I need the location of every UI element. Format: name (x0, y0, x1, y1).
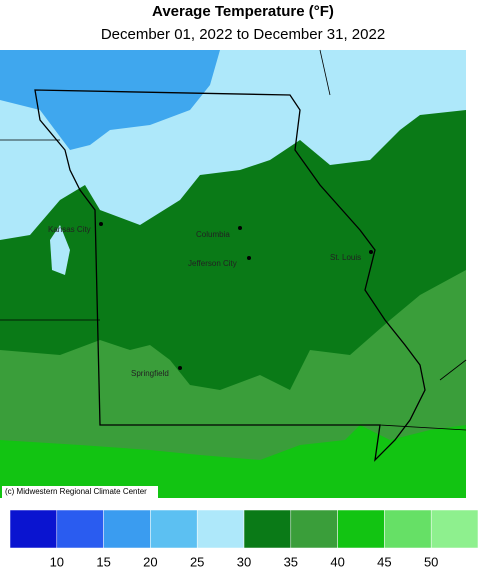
legend-swatch (430, 509, 479, 549)
credit: (c) Midwestern Regional Climate Center (5, 487, 147, 496)
legend-swatch (9, 509, 58, 549)
legend-label: 50 (424, 554, 438, 569)
region-bright-green (0, 425, 466, 498)
region-blue (0, 50, 220, 150)
legend-label: 25 (190, 554, 204, 569)
city-dot (99, 222, 103, 226)
city-label: Columbia (196, 230, 230, 239)
borders (0, 49, 467, 431)
city-label: Jefferson City (188, 259, 237, 268)
state-border (34, 89, 426, 462)
legend-label: 45 (377, 554, 391, 569)
legend-swatch (56, 509, 104, 549)
legend-swatch (243, 509, 292, 549)
legend-label: 15 (96, 554, 110, 569)
region-light-blue-patch (50, 225, 70, 275)
city-dot (247, 256, 251, 260)
subtitle: December 01, 2022 to December 31, 2022 (101, 26, 385, 43)
credit-box (2, 486, 158, 498)
city-dot (238, 226, 242, 230)
legend-swatch (337, 509, 385, 549)
legend-label: 30 (237, 554, 251, 569)
legend-swatch (103, 509, 151, 549)
legend-swatch (196, 509, 245, 549)
city-label: Springfield (131, 369, 169, 378)
legend-swatch (150, 509, 198, 549)
city-label: St. Louis (330, 253, 361, 262)
city-dot (369, 250, 373, 254)
legend-label: 20 (143, 554, 157, 569)
city-label: Kansas City (48, 225, 91, 234)
map: Kansas City Columbia Jefferson City St. … (0, 49, 467, 498)
city-dot (178, 366, 182, 370)
legend-label: 35 (284, 554, 298, 569)
legend-label: 10 (50, 554, 64, 569)
legend-swatch (290, 509, 338, 549)
title: Average Temperature (°F) (152, 3, 334, 20)
legend: 10 15 20 25 30 35 40 45 50 (9, 509, 479, 569)
legend-label: 40 (330, 554, 344, 569)
legend-swatch (384, 509, 432, 549)
